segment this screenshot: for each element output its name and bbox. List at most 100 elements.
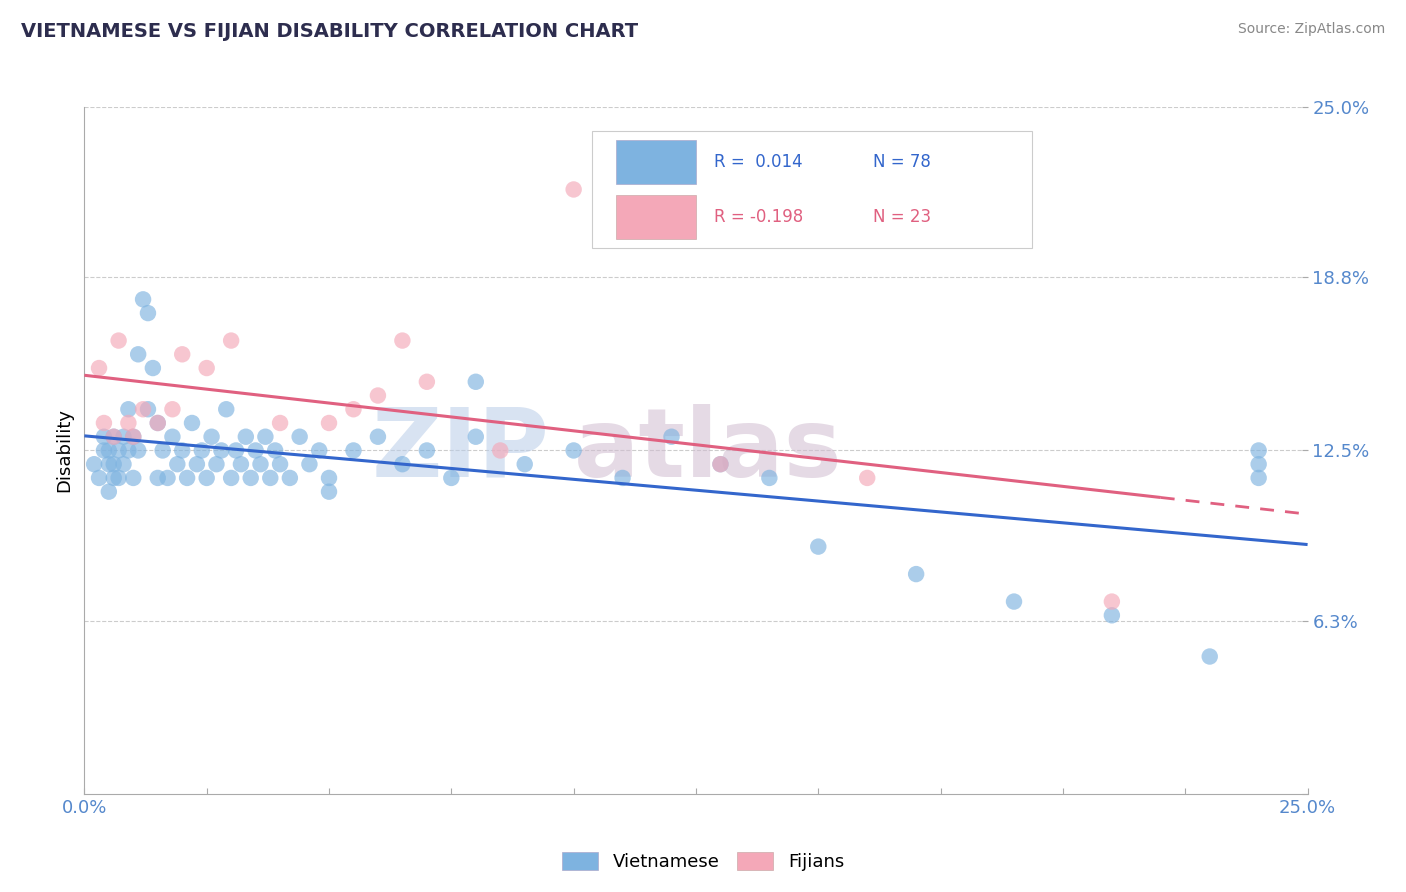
Point: [191, 443, 214, 458]
Y-axis label: Disability: Disability: [55, 409, 73, 492]
Point: [122, 471, 145, 485]
Point: [235, 430, 257, 444]
Point: [229, 457, 252, 471]
Point: [416, 375, 439, 389]
Legend: Vietnamese, Fijians: Vietnamese, Fijians: [554, 845, 852, 879]
Point: [219, 334, 242, 348]
Point: [209, 443, 232, 458]
Point: [440, 471, 463, 485]
Point: [807, 540, 830, 554]
Point: [103, 430, 125, 444]
Point: [219, 471, 242, 485]
Point: [1002, 594, 1025, 608]
Point: [195, 361, 218, 376]
Point: [489, 443, 512, 458]
Point: [1101, 608, 1123, 623]
Point: [103, 457, 125, 471]
Point: [367, 388, 389, 402]
Text: Source: ZipAtlas.com: Source: ZipAtlas.com: [1237, 22, 1385, 37]
Point: [278, 471, 301, 485]
Point: [156, 471, 179, 485]
Point: [391, 334, 413, 348]
Point: [107, 443, 129, 458]
Point: [661, 430, 683, 444]
Point: [132, 293, 155, 307]
Point: [856, 471, 879, 485]
Point: [103, 430, 125, 444]
Point: [132, 402, 155, 417]
Point: [1247, 471, 1270, 485]
Point: [146, 416, 169, 430]
Point: [245, 443, 267, 458]
Text: atlas: atlas: [574, 404, 842, 497]
Point: [97, 443, 120, 458]
Point: [318, 484, 340, 499]
Point: [162, 430, 184, 444]
Point: [87, 361, 110, 376]
Point: [342, 443, 364, 458]
Point: [136, 306, 159, 320]
Point: [172, 347, 194, 361]
Point: [308, 443, 330, 458]
Point: [112, 430, 135, 444]
Point: [93, 416, 115, 430]
Point: [136, 402, 159, 417]
Point: [259, 471, 281, 485]
Point: [122, 430, 145, 444]
Point: [391, 457, 413, 471]
Point: [181, 416, 204, 430]
Text: R = -0.198: R = -0.198: [714, 208, 804, 226]
Point: [200, 430, 222, 444]
Point: [367, 430, 389, 444]
Point: [112, 457, 135, 471]
Point: [269, 416, 291, 430]
Point: [513, 457, 536, 471]
Point: [1198, 649, 1220, 664]
Point: [127, 443, 149, 458]
Point: [107, 334, 129, 348]
Point: [318, 416, 340, 430]
Point: [146, 471, 169, 485]
Point: [186, 457, 208, 471]
Point: [1247, 457, 1270, 471]
Point: [152, 443, 174, 458]
Point: [288, 430, 311, 444]
Point: [195, 471, 218, 485]
Point: [103, 471, 125, 485]
Point: [97, 484, 120, 499]
Point: [142, 361, 165, 376]
Point: [269, 457, 291, 471]
Point: [166, 457, 188, 471]
Point: [709, 457, 731, 471]
Point: [205, 457, 228, 471]
FancyBboxPatch shape: [616, 194, 696, 239]
Point: [122, 430, 145, 444]
Point: [176, 471, 198, 485]
Point: [709, 457, 731, 471]
Point: [93, 443, 115, 458]
FancyBboxPatch shape: [616, 140, 696, 185]
Point: [249, 457, 271, 471]
Text: N = 23: N = 23: [873, 208, 931, 226]
Point: [416, 443, 439, 458]
Text: ZIP: ZIP: [371, 404, 550, 497]
Point: [83, 457, 105, 471]
Point: [464, 375, 486, 389]
Point: [93, 430, 115, 444]
Point: [146, 416, 169, 430]
Point: [758, 471, 780, 485]
Point: [97, 457, 120, 471]
Text: VIETNAMESE VS FIJIAN DISABILITY CORRELATION CHART: VIETNAMESE VS FIJIAN DISABILITY CORRELAT…: [21, 22, 638, 41]
Point: [1101, 594, 1123, 608]
Point: [117, 416, 139, 430]
Text: N = 78: N = 78: [873, 153, 931, 171]
Text: R =  0.014: R = 0.014: [714, 153, 803, 171]
Point: [239, 471, 262, 485]
Point: [254, 430, 277, 444]
Point: [298, 457, 321, 471]
Point: [172, 443, 194, 458]
FancyBboxPatch shape: [592, 131, 1032, 248]
Point: [225, 443, 247, 458]
Point: [464, 430, 486, 444]
Point: [264, 443, 287, 458]
